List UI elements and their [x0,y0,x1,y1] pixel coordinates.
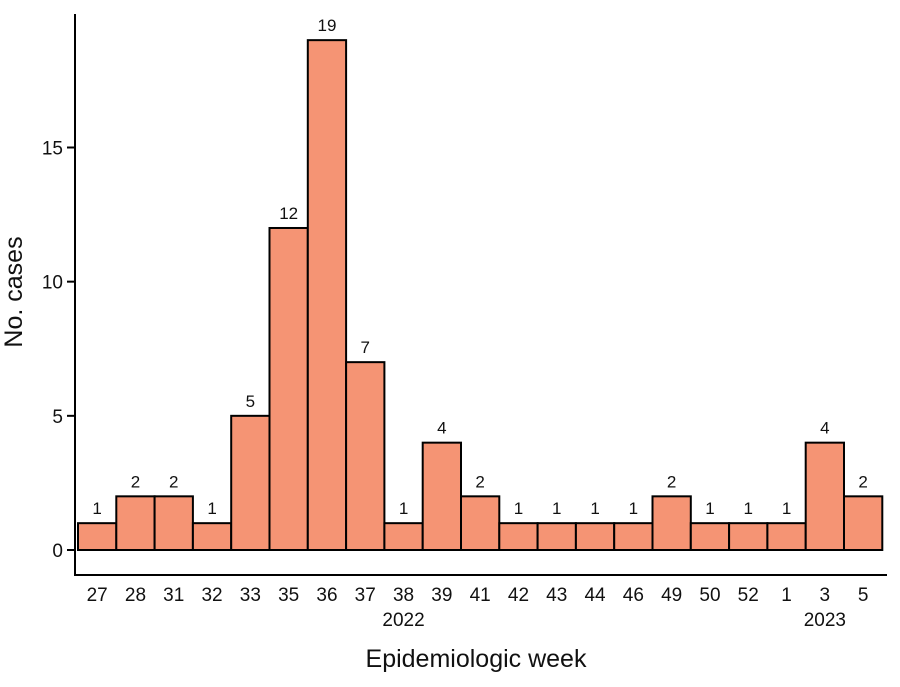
x-axis-title: Epidemiologic week [366,645,587,673]
bar-week-46 [613,522,654,551]
x-tick-label-43: 43 [546,585,567,606]
x-tick-label-33: 33 [240,585,261,606]
bar-week-32 [191,522,233,551]
x-ticks-layer: 27 28 31 32 33 35 36 37 38 39 41 42 43 44 46 49 50 52 1 3 5 [87,585,869,606]
bar-week-49 [651,495,692,551]
x-tick-label-1: 1 [781,585,792,606]
bar-week-44 [574,522,616,551]
data-label-week-35: 12 [279,204,298,223]
data-label-week-46: 1 [629,499,638,518]
x-tick-label-35: 35 [278,585,299,606]
bar-week-43 [536,522,577,551]
data-label-week-50: 1 [705,499,714,518]
y-tick-label-0: 0 [52,541,63,562]
bar-week-37 [345,361,386,551]
x-tick-label-38: 38 [393,585,414,606]
year-label-2022: 2022 [382,610,424,631]
x-tick-label-46: 46 [623,585,644,606]
bar-week-41 [460,495,501,551]
x-tick-label-5: 5 [858,585,869,606]
data-label-week-37: 7 [361,338,370,357]
data-label-week-43: 1 [552,499,561,518]
data-label-week-36: 19 [317,16,336,35]
data-label-week-31: 2 [169,472,178,491]
y-axis-title: No. cases [0,236,28,347]
x-tick-label-41: 41 [470,585,491,606]
x-tick-label-50: 50 [699,585,720,606]
bar-week-52 [728,522,769,551]
bar-week-38 [383,522,424,551]
data-label-week-41: 2 [475,472,484,491]
data-label-week-38: 1 [399,499,408,518]
x-tick-label-52: 52 [738,585,759,606]
bar-week-50 [689,522,731,551]
year-label-2023: 2023 [804,610,846,631]
y-tick-label-15: 15 [42,138,63,159]
bar-week-3 [804,441,846,551]
data-label-week-44: 1 [590,499,599,518]
data-label-week-49: 2 [667,472,676,491]
bar-week-31 [153,495,194,551]
x-tick-label-31: 31 [163,585,184,606]
data-label-week-5: 2 [858,472,867,491]
x-tick-label-42: 42 [508,585,529,606]
data-label-week-42: 1 [514,499,523,518]
bar-week-33 [230,414,271,551]
x-tick-label-27: 27 [87,585,108,606]
x-tick-label-32: 32 [201,585,222,606]
bar-week-42 [498,522,539,551]
data-label-week-33: 5 [246,392,255,411]
x-tick-label-36: 36 [316,585,337,606]
data-label-week-1: 1 [782,499,791,518]
x-tick-label-49: 49 [661,585,682,606]
data-label-week-28: 2 [131,472,140,491]
x-tick-label-37: 37 [355,585,376,606]
data-label-week-39: 4 [437,419,446,438]
data-label-week-27: 1 [92,499,101,518]
year-labels-layer: 2022 2023 [382,610,846,631]
bar-week-39 [421,441,463,551]
bar-week-28 [115,495,156,551]
bar-week-1 [766,522,807,551]
bar-week-5 [843,495,884,551]
axes-layer [74,14,887,576]
y-tick-label-5: 5 [52,407,63,428]
bar-week-27 [77,522,118,551]
data-label-week-3: 4 [820,419,829,438]
bars-layer [77,39,884,552]
x-tick-label-44: 44 [584,585,606,606]
y-tick-label-10: 10 [42,273,63,294]
data-label-week-32: 1 [207,499,216,518]
data-label-week-52: 1 [744,499,753,518]
bar-week-36 [306,39,348,552]
x-tick-label-3: 3 [820,585,831,606]
y-ticks-layer: 0 5 10 15 [42,138,75,562]
x-tick-label-28: 28 [125,585,146,606]
x-tick-label-39: 39 [431,585,452,606]
bar-week-35 [268,226,309,552]
